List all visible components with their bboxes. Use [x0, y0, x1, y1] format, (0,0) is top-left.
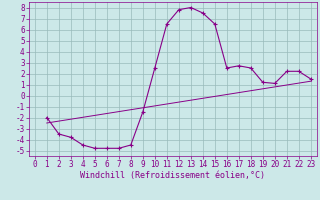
- X-axis label: Windchill (Refroidissement éolien,°C): Windchill (Refroidissement éolien,°C): [80, 171, 265, 180]
